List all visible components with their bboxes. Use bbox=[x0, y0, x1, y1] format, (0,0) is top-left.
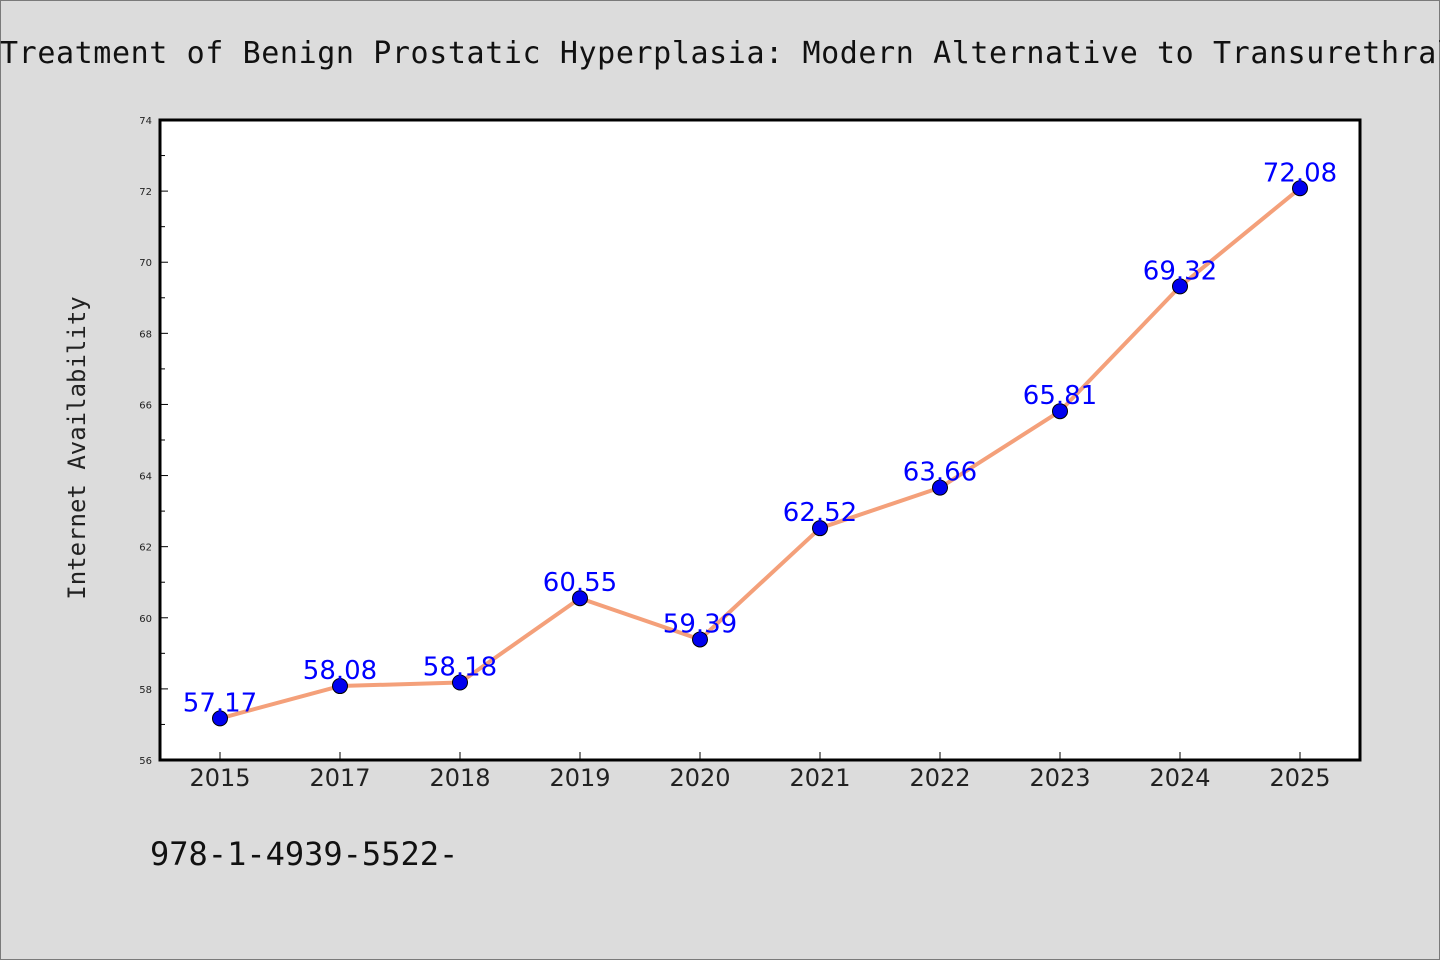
x-tick-label: 2023 bbox=[1029, 764, 1090, 792]
y-tick-label: 72 bbox=[139, 187, 152, 198]
data-label: 57.17 bbox=[183, 688, 257, 718]
x-tick-label: 2018 bbox=[429, 764, 490, 792]
data-label: 69.32 bbox=[1143, 256, 1217, 286]
x-axis-ticks: 2015 2017 2018 2019 2020 2021 2022 2023 2024 2025 bbox=[189, 752, 1331, 792]
y-tick-label: 66 bbox=[139, 400, 152, 411]
data-point bbox=[572, 590, 588, 607]
x-tick-label: 2021 bbox=[789, 764, 850, 792]
isbn-text: 978-1-4939-5522- bbox=[150, 835, 459, 873]
y-tick-label: 74 bbox=[139, 116, 152, 127]
data-label: 72.08 bbox=[1263, 158, 1337, 188]
y-tick-label: 60 bbox=[139, 614, 152, 625]
data-point bbox=[692, 631, 708, 648]
x-tick-label: 2019 bbox=[549, 764, 610, 792]
y-tick-label: 70 bbox=[139, 258, 152, 269]
data-label: 60.55 bbox=[543, 568, 617, 598]
y-tick-label: 58 bbox=[139, 685, 152, 696]
x-tick-label: 2024 bbox=[1149, 764, 1210, 792]
data-label: 63.66 bbox=[903, 458, 977, 488]
data-point bbox=[212, 710, 228, 727]
x-tick-label: 2017 bbox=[309, 764, 370, 792]
series-line bbox=[218, 186, 1302, 721]
y-axis-label: Internet Availability bbox=[63, 296, 91, 599]
y-tick-label: 56 bbox=[139, 756, 152, 767]
plot-area bbox=[160, 120, 1360, 760]
data-labels: 57.17 58.08 58.18 60.55 59.39 62.52 63.66 65.81… bbox=[183, 158, 1337, 718]
x-tick-label: 2015 bbox=[189, 764, 250, 792]
data-point bbox=[932, 479, 948, 496]
x-tick-label: 2020 bbox=[669, 764, 730, 792]
data-label: 59.39 bbox=[663, 609, 737, 639]
data-label: 65.81 bbox=[1023, 381, 1097, 411]
data-point bbox=[452, 674, 468, 691]
data-point bbox=[1292, 180, 1308, 197]
data-point bbox=[812, 520, 828, 537]
y-tick-label: 64 bbox=[139, 472, 152, 483]
data-label: 62.52 bbox=[783, 498, 857, 528]
plot-border bbox=[158, 118, 1362, 762]
x-tick-label: 2025 bbox=[1269, 764, 1330, 792]
chart-title: Treatment of Benign Prostatic Hyperplasi… bbox=[0, 36, 1440, 71]
x-tick-label: 2022 bbox=[909, 764, 970, 792]
data-label: 58.18 bbox=[423, 652, 497, 682]
data-points bbox=[212, 180, 1308, 727]
data-point bbox=[332, 678, 348, 695]
data-point bbox=[1052, 403, 1068, 420]
data-point bbox=[1172, 278, 1188, 295]
y-tick-label: 62 bbox=[139, 543, 152, 554]
y-tick-label: 68 bbox=[139, 329, 152, 340]
data-label: 58.08 bbox=[303, 656, 377, 686]
